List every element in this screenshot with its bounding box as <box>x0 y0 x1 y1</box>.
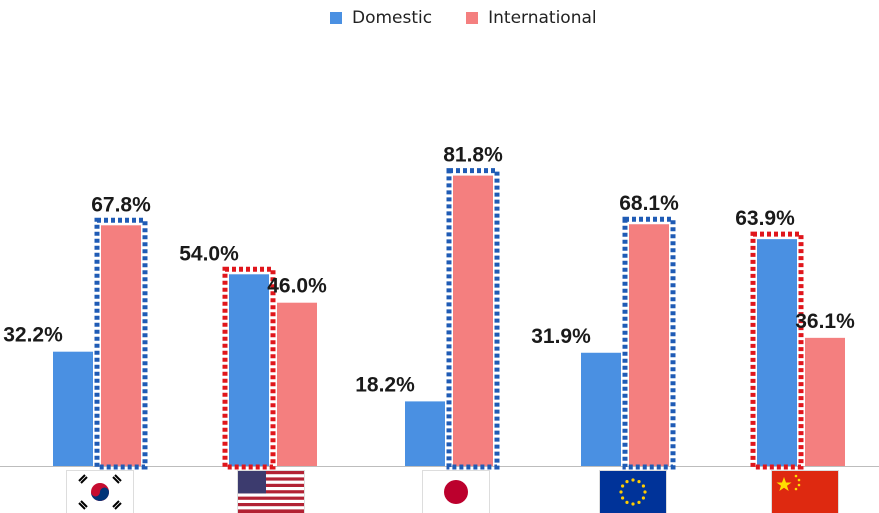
highlight-box-china <box>750 231 804 470</box>
bar-chart: 32.2% 67.8% 54.0% 46.0% 18.2% 81.8% 31.9% 68.1%… <box>0 144 879 470</box>
legend-label-international: International <box>488 8 597 28</box>
flag-china-icon <box>772 471 838 513</box>
bar-international-united-states <box>277 302 317 466</box>
highlight-box-south-korea <box>94 217 148 470</box>
data-label-domestic-european-union: 31.9% <box>531 325 591 348</box>
highlight-box-japan <box>446 168 500 470</box>
highlight-box-european-union <box>622 216 676 470</box>
legend-item-domestic: Domestic <box>330 8 432 28</box>
bar-domestic-united-states <box>229 274 269 466</box>
highlight-box-united-states <box>222 266 276 470</box>
legend-item-international: International <box>466 8 597 28</box>
bar-domestic-european-union <box>581 352 621 466</box>
flag-south-korea-icon <box>67 471 133 513</box>
legend: Domestic International <box>330 8 631 28</box>
bar-international-japan <box>453 175 493 467</box>
flag-usa-icon <box>238 471 304 513</box>
bar-domestic-south-korea <box>53 351 93 466</box>
bar-domestic-china <box>757 239 797 466</box>
data-label-international-south-korea: 67.8% <box>91 193 151 216</box>
data-label-international-china: 36.1% <box>795 310 855 333</box>
legend-swatch-domestic <box>330 12 342 24</box>
data-label-domestic-china: 63.9% <box>735 207 795 230</box>
data-label-domestic-japan: 18.2% <box>355 373 415 396</box>
bar-international-south-korea <box>101 225 141 466</box>
bar-international-china <box>805 337 845 466</box>
bar-domestic-japan <box>405 401 445 466</box>
data-label-international-united-states: 46.0% <box>267 275 327 298</box>
data-label-domestic-south-korea: 32.2% <box>3 324 63 347</box>
data-label-international-japan: 81.8% <box>443 144 503 167</box>
flag-japan-icon <box>423 471 489 513</box>
legend-swatch-international <box>466 12 479 24</box>
flag-eu-icon <box>600 471 666 513</box>
data-label-domestic-united-states: 54.0% <box>179 242 239 265</box>
data-label-international-european-union: 68.1% <box>619 192 679 215</box>
bar-international-european-union <box>629 224 669 466</box>
legend-label-domestic: Domestic <box>352 8 433 28</box>
